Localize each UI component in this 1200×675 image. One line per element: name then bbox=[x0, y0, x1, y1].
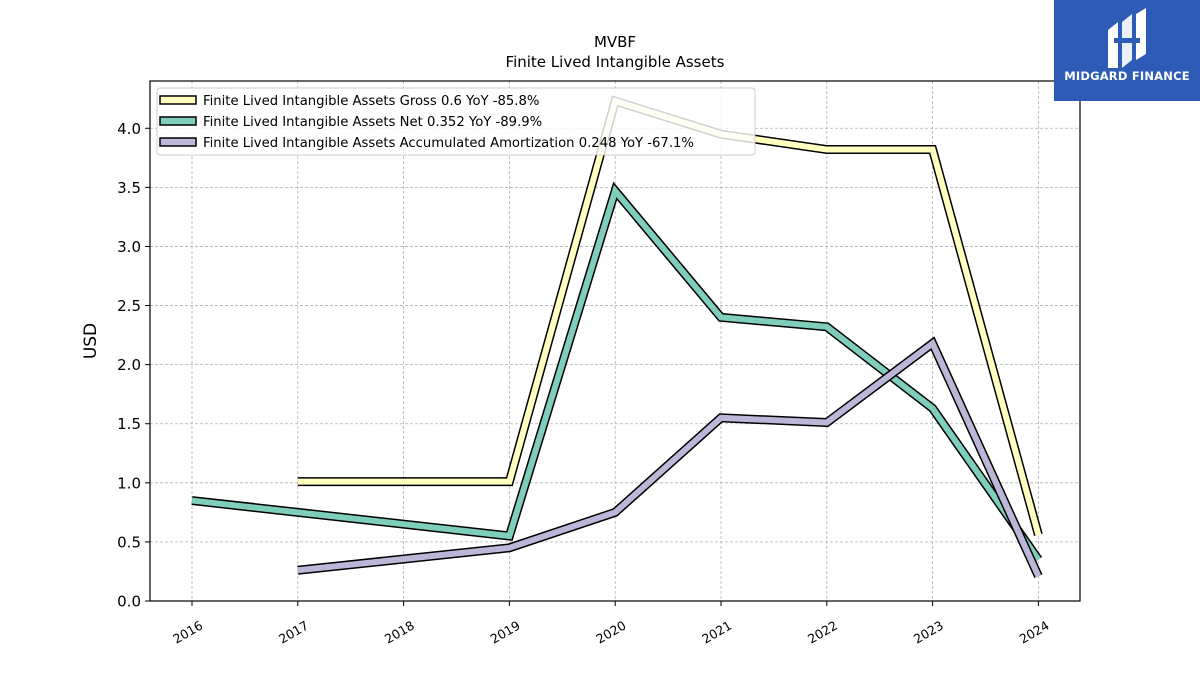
x-tick-label: 2018 bbox=[382, 618, 417, 647]
y-tick-label: 2.0 bbox=[117, 356, 141, 374]
legend-label: Finite Lived Intangible Assets Gross 0.6… bbox=[203, 94, 539, 109]
x-tick-label: 2020 bbox=[593, 618, 628, 647]
legend-label: Finite Lived Intangible Assets Net 0.352… bbox=[203, 115, 542, 130]
legend-swatch bbox=[159, 95, 197, 105]
legend-box bbox=[156, 87, 756, 156]
y-tick-label: 1.5 bbox=[117, 415, 141, 433]
series-2 bbox=[191, 181, 1043, 563]
y-tick-label: 3.0 bbox=[117, 238, 141, 256]
brand-logo: MIDGARD FINANCE bbox=[1054, 0, 1200, 101]
chart-title: MVBF bbox=[594, 33, 636, 51]
y-tick-label: 3.5 bbox=[117, 179, 141, 197]
legend: Finite Lived Intangible Assets Gross 0.6… bbox=[156, 87, 756, 156]
x-tick-label: 2022 bbox=[805, 618, 840, 647]
x-tick-label: 2023 bbox=[911, 618, 946, 647]
series-line bbox=[191, 184, 1041, 562]
series-line bbox=[297, 338, 1042, 578]
legend-label: Finite Lived Intangible Assets Accumulat… bbox=[203, 136, 694, 151]
series-3 bbox=[297, 336, 1043, 579]
series-line-outline bbox=[297, 336, 1043, 579]
x-tick-label: 2016 bbox=[170, 618, 205, 647]
x-tick-label: 2021 bbox=[699, 618, 734, 647]
x-tick-label: 2019 bbox=[488, 618, 523, 647]
y-tick-label: 4.0 bbox=[117, 120, 141, 138]
y-tick-label: 2.5 bbox=[117, 297, 141, 315]
y-tick-label: 0.0 bbox=[117, 593, 141, 611]
midgard-logo-icon bbox=[1108, 8, 1146, 68]
x-tick-label: 2024 bbox=[1017, 618, 1052, 647]
legend-swatch bbox=[159, 137, 197, 147]
x-tick-label: 2017 bbox=[276, 618, 311, 647]
grid bbox=[150, 81, 1080, 602]
legend-swatch bbox=[159, 116, 197, 126]
chart-subtitle: Finite Lived Intangible Assets bbox=[506, 53, 725, 71]
brand-name: MIDGARD FINANCE bbox=[1064, 69, 1190, 83]
y-tick-label: 0.5 bbox=[117, 533, 141, 551]
y-tick-label: 1.0 bbox=[117, 474, 141, 492]
y-axis-label: USD bbox=[81, 323, 101, 359]
